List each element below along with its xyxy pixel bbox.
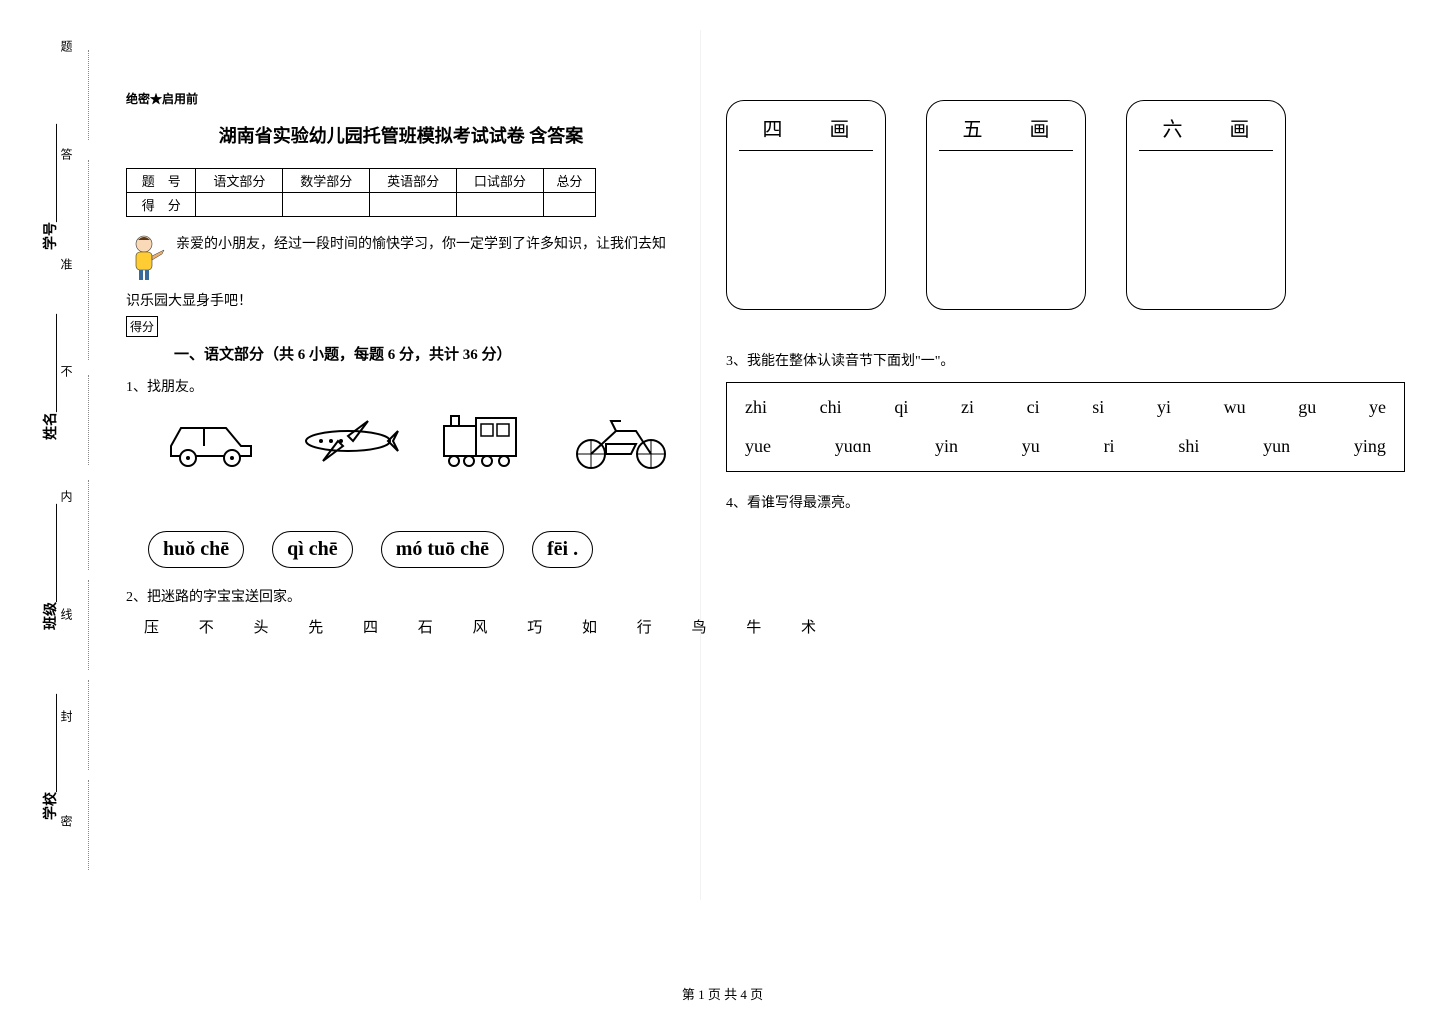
label-class-text: 班级 [44, 602, 59, 630]
syll: yin [935, 436, 958, 457]
train-icon [429, 406, 539, 471]
marker-xian: 线 [58, 608, 75, 620]
right-column: 四 画 五 画 六 画 3、我能在整体认读音节下面划 [696, 20, 1445, 1019]
label-school-text: 学校 [44, 792, 59, 820]
pinyin-qiche: qì chē [272, 531, 353, 568]
stroke-head-5: 五 画 [939, 113, 1073, 151]
pinyin-row: huǒ chē qì chē mó tuō chē fēi . [148, 531, 676, 568]
marker-feng: 封 [58, 710, 75, 722]
airplane-icon [293, 406, 403, 471]
page-footer: 第 1 页 共 4 页 [0, 984, 1445, 1003]
stroke-label-4: 画 [830, 113, 850, 142]
syll: yi [1157, 397, 1171, 418]
motorcycle-icon [566, 406, 676, 471]
stroke-label-5: 画 [1030, 113, 1050, 142]
syll: qi [894, 397, 908, 418]
stroke-num-6: 六 [1163, 113, 1183, 142]
stroke-box-4: 四 画 [726, 100, 886, 310]
score-r2c3 [370, 193, 457, 217]
marker-nei: 内 [58, 490, 75, 502]
syll: wu [1224, 397, 1246, 418]
content-area: 绝密★启用前 湖南省实验幼儿园托管班模拟考试试卷 含答案 题 号 语文部分 数学… [96, 0, 1445, 1019]
section1-title: 一、语文部分（共 6 小题，每题 6 分，共计 36 分） [174, 343, 676, 364]
score-h2: 数学部分 [283, 169, 370, 193]
pinyin-fei: fēi . [532, 531, 593, 568]
question-4: 4、看谁写得最漂亮。 [726, 492, 1405, 512]
marker-bu: 不 [58, 365, 75, 377]
score-h1: 语文部分 [196, 169, 283, 193]
intro-block: 亲爱的小朋友，经过一段时间的愉快学习，你一定学到了许多知识，让我们去知识乐园大显… [126, 232, 676, 316]
syll: yun [1263, 436, 1290, 457]
question-1: 1、找朋友。 [126, 376, 676, 396]
stroke-box-5: 五 画 [926, 100, 1086, 310]
stroke-num-5: 五 [963, 113, 983, 142]
syll: zi [961, 397, 974, 418]
syll-row-2: yue yuɑn yin yu ri shi yun ying [745, 436, 1386, 457]
label-name: 姓名______________ [40, 314, 60, 440]
syll: ci [1027, 397, 1040, 418]
syll: shi [1178, 436, 1199, 457]
question-3: 3、我能在整体认读音节下面划"一"。 [726, 350, 1405, 370]
score-r2c1 [196, 193, 283, 217]
dotted-seg [88, 680, 89, 770]
label-id: 学号______________ [40, 124, 60, 250]
dotted-seg [88, 160, 89, 250]
stroke-head-6: 六 画 [1139, 113, 1273, 151]
marker-ti: 题 [58, 40, 75, 52]
dotted-seg [88, 580, 89, 670]
stroke-label-6: 画 [1230, 113, 1250, 142]
label-id-text: 学号 [44, 222, 59, 250]
intro-text: 亲爱的小朋友，经过一段时间的愉快学习，你一定学到了许多知识，让我们去知识乐园大显… [126, 237, 666, 309]
label-class: 班级______________ [40, 504, 60, 630]
exam-page: 学校______________ 班级______________ 姓名____… [0, 0, 1445, 1019]
score-r2c2 [283, 193, 370, 217]
score-h3: 英语部分 [370, 169, 457, 193]
dotted-seg [88, 780, 89, 870]
syll: si [1092, 397, 1104, 418]
marker-da: 答 [58, 148, 75, 160]
score-r2c4 [457, 193, 544, 217]
question-2: 2、把迷路的字宝宝送回家。 [126, 586, 676, 606]
left-column: 绝密★启用前 湖南省实验幼儿园托管班模拟考试试卷 含答案 题 号 语文部分 数学… [96, 20, 696, 1019]
syll: gu [1298, 397, 1316, 418]
label-name-text: 姓名 [44, 412, 59, 440]
syll: yue [745, 436, 771, 457]
stroke-num-4: 四 [763, 113, 783, 142]
score-h4: 口试部分 [457, 169, 544, 193]
syll: chi [820, 397, 842, 418]
stroke-boxes: 四 画 五 画 六 画 [726, 100, 1405, 310]
marker-mi: 密 [58, 815, 75, 827]
score-h5: 总分 [543, 169, 595, 193]
stroke-head-4: 四 画 [739, 113, 873, 151]
syll: ri [1104, 436, 1115, 457]
pinyin-huoche: huǒ chē [148, 531, 244, 568]
syllable-box: zhi chi qi zi ci si yi wu gu ye yue yuɑn… [726, 382, 1405, 472]
syll: ying [1354, 436, 1386, 457]
dotted-seg [88, 480, 89, 570]
dotted-seg [88, 375, 89, 465]
secret-label: 绝密★启用前 [126, 90, 676, 107]
car-icon [156, 406, 266, 471]
syll: zhi [745, 397, 767, 418]
syll-row-1: zhi chi qi zi ci si yi wu gu ye [745, 397, 1386, 418]
marker-zhun: 准 [58, 258, 75, 270]
syll: yu [1022, 436, 1040, 457]
dotted-seg [88, 50, 89, 140]
char-row: 压 不 头 先 四 石 风 巧 如 行 鸟 牛 术 [144, 616, 676, 637]
score-h0: 题 号 [127, 169, 196, 193]
label-school: 学校______________ [40, 694, 60, 820]
teacher-icon [126, 232, 168, 289]
dotted-seg [88, 270, 89, 360]
binding-column: 学校______________ 班级______________ 姓名____… [0, 0, 96, 1019]
score-r2c0: 得 分 [127, 193, 196, 217]
stroke-box-6: 六 画 [1126, 100, 1286, 310]
syll: yuɑn [835, 436, 871, 457]
defen-box: 得分 [126, 316, 158, 337]
score-r2c5 [543, 193, 595, 217]
vehicle-row [156, 406, 676, 471]
score-table: 题 号 语文部分 数学部分 英语部分 口试部分 总分 得 分 [126, 168, 596, 217]
syll: ye [1369, 397, 1386, 418]
pinyin-motuoche: mó tuō chē [381, 531, 504, 568]
exam-title: 湖南省实验幼儿园托管班模拟考试试卷 含答案 [126, 122, 676, 148]
